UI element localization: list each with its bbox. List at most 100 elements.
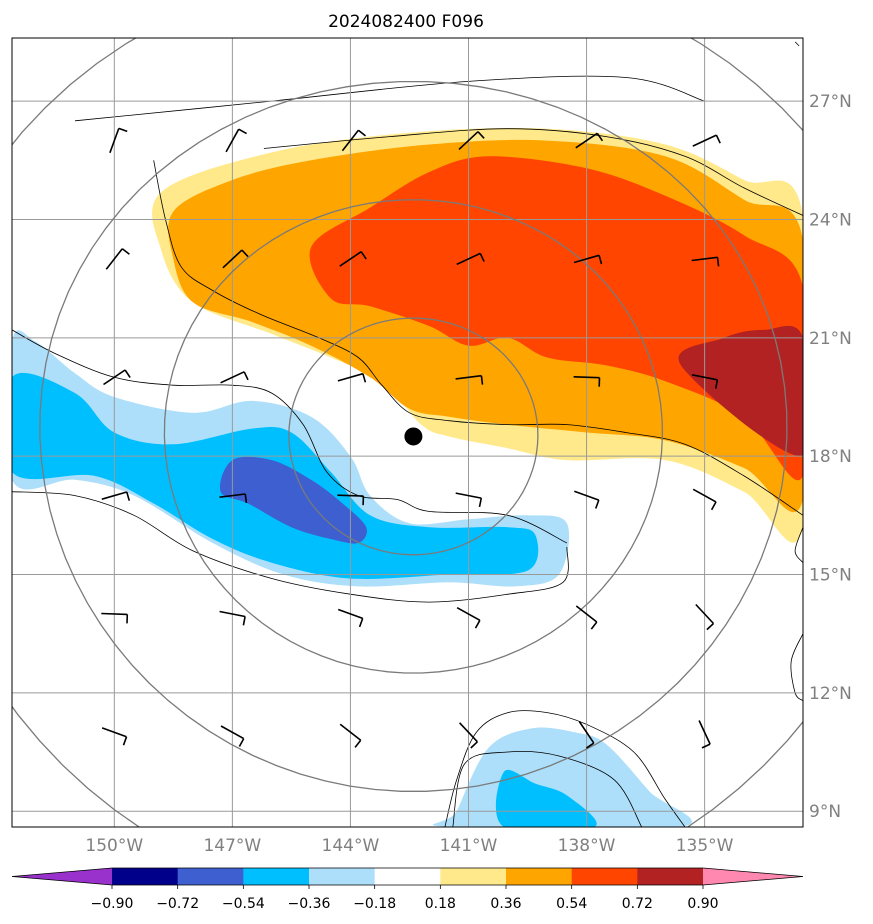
wind-barb-flag <box>714 379 719 389</box>
lat-label-1: 24°N <box>809 210 852 230</box>
lon-label-0: 150°W <box>85 836 143 856</box>
wind-barb-flag <box>357 129 366 137</box>
wind-barb-14 <box>337 372 367 383</box>
wind-barb-24 <box>101 612 129 624</box>
wind-barb-27 <box>456 606 481 629</box>
wind-barb-31 <box>220 725 245 747</box>
wind-barb-18 <box>101 491 131 501</box>
wind-barb-flag <box>585 742 595 749</box>
wind-barb-flag <box>362 373 367 383</box>
colorbar-tick-label-1: −0.72 <box>156 896 199 912</box>
wind-barb-shaft <box>575 605 598 623</box>
wind-barb-flag <box>479 253 485 262</box>
wind-barb-5 <box>692 134 721 147</box>
wind-barb-flag <box>715 134 721 144</box>
wind-barb-2 <box>341 129 366 152</box>
wind-barb-shaft <box>691 256 718 262</box>
wind-barb-flag <box>243 371 249 381</box>
wind-barb-3 <box>458 131 485 150</box>
latitude-labels: 27°N 24°N 21°N 18°N 15°N 12°N 9°N <box>809 92 852 822</box>
wind-barb-shaft <box>101 612 128 616</box>
wind-barb-flag <box>358 618 364 628</box>
contour-line-1 <box>153 160 803 516</box>
colorbar-tick-label-9: 0.90 <box>687 896 718 912</box>
wind-barb-26 <box>337 608 364 628</box>
wind-barb-flag <box>701 743 711 749</box>
wind-barb-shaft <box>578 721 595 744</box>
wind-barb-flag <box>238 128 247 135</box>
wind-barb-32 <box>339 723 362 748</box>
map-gridlines <box>12 38 803 827</box>
contour-lines <box>12 41 803 827</box>
wind-barb-22 <box>574 490 600 509</box>
wind-barb-shaft <box>339 251 362 267</box>
wind-barb-shaft <box>456 252 481 266</box>
lat-label-3: 18°N <box>809 447 852 467</box>
colorbar-box-6 <box>506 868 573 885</box>
wind-barb-1 <box>225 128 247 153</box>
wind-barb-shaft <box>698 720 711 745</box>
wind-barb-28 <box>575 605 598 630</box>
wind-barb-35 <box>698 720 711 749</box>
wind-barb-flag <box>480 375 484 385</box>
wind-barb-shaft <box>220 725 245 740</box>
wind-barb-flag <box>710 501 717 511</box>
wind-barb-12 <box>103 369 131 386</box>
contour-region-2 <box>309 156 803 481</box>
wind-barb-shaft <box>103 369 126 386</box>
colorbar-box-3 <box>309 868 376 885</box>
wind-barb-shaft <box>339 723 362 741</box>
wind-barb-shaft <box>691 374 718 381</box>
wind-barb-shaft <box>337 372 364 382</box>
colorbar-extend-high <box>703 868 803 885</box>
wind-barb-25 <box>219 610 246 626</box>
wind-barb-9 <box>456 252 485 266</box>
lon-label-4: 138°W <box>558 836 616 856</box>
lat-label-5: 12°N <box>809 684 852 704</box>
range-ring-1 <box>163 199 664 674</box>
colorbar-tick-label-8: 0.72 <box>622 896 653 912</box>
wind-barb-11 <box>691 256 720 267</box>
contour-line-8 <box>794 527 803 563</box>
storm-center-dot <box>404 427 423 446</box>
contour-line-4 <box>12 491 569 603</box>
wind-barb-0 <box>109 127 128 154</box>
wind-barb-shaft <box>219 610 246 618</box>
wind-barb-34 <box>578 721 595 749</box>
colorbar-box-1 <box>177 868 244 885</box>
wind-barb-20 <box>337 494 365 506</box>
wind-barb-7 <box>222 249 249 269</box>
wind-barb-shaft <box>456 606 481 622</box>
wind-barb-flag <box>118 127 128 133</box>
colorbar: −0.90 −0.72 −0.54 −0.36 −0.18 0.18 0.36 0.54 0.7… <box>11 867 804 912</box>
wind-barb-shaft <box>459 722 478 743</box>
wind-barb-shaft <box>574 490 600 501</box>
wind-barb-flag <box>124 369 131 378</box>
colorbar-box-2 <box>243 868 310 885</box>
wind-barb-shaft <box>695 603 715 625</box>
wind-barb-flag <box>242 616 246 626</box>
colorbar-tick-label-0: −0.90 <box>91 896 134 912</box>
wind-barb-flag <box>244 493 248 504</box>
wind-barb-16 <box>573 376 601 387</box>
wind-barb-flag <box>478 497 483 508</box>
wind-barb-flag <box>594 499 600 509</box>
wind-barbs <box>101 127 721 749</box>
contour-line-7 <box>794 41 800 47</box>
wind-barb-29 <box>695 603 715 631</box>
wind-barb-shaft <box>337 608 363 620</box>
wind-barb-flag <box>360 251 367 260</box>
wind-barb-flag <box>354 739 362 748</box>
lat-label-6: 9°N <box>809 802 841 822</box>
wind-barb-shaft <box>455 492 482 499</box>
contour-line-0 <box>74 75 705 122</box>
wind-barb-shaft <box>692 488 717 503</box>
wind-barb-flag <box>121 248 130 255</box>
wind-barb-shaft <box>575 132 598 149</box>
wind-barb-shaft <box>692 134 717 147</box>
colorbar-tick-label-5: 0.18 <box>425 896 456 912</box>
colorbar-box-4 <box>374 868 441 885</box>
